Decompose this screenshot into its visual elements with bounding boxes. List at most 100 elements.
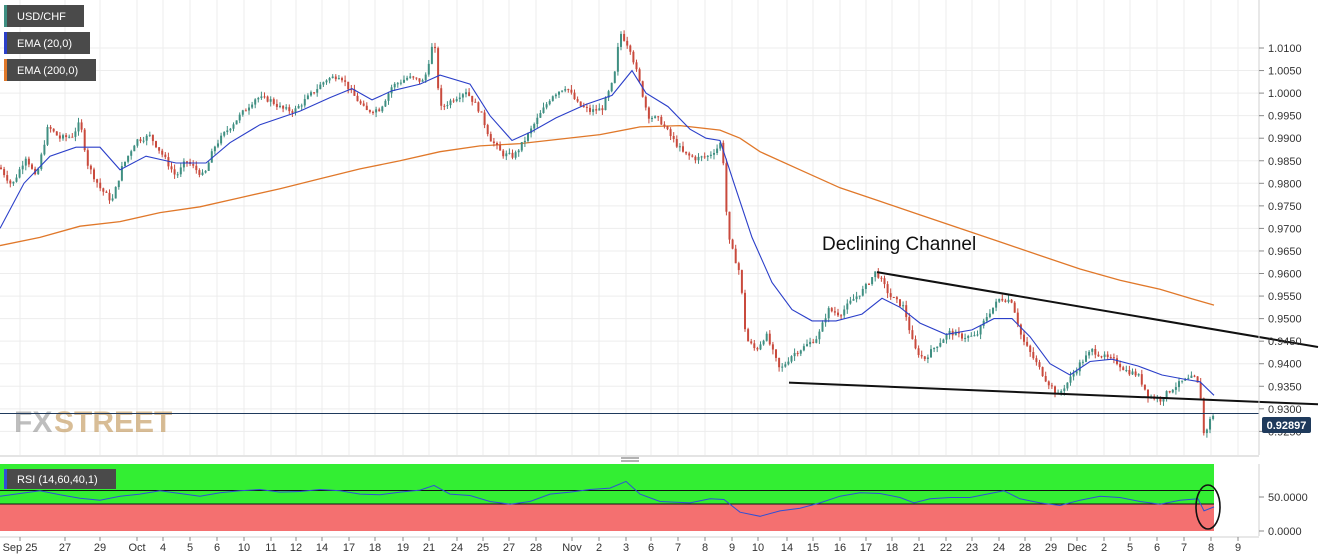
price-panel-background <box>0 0 1259 455</box>
candle-body <box>375 109 378 113</box>
x-tick-label: 15 <box>807 542 819 554</box>
rsi-highlight-circle <box>1195 484 1221 530</box>
candle-body <box>874 271 877 278</box>
candle-body <box>403 79 405 83</box>
candle-body <box>967 335 970 338</box>
candle-body <box>43 144 46 155</box>
candle-body <box>272 99 275 104</box>
candle-body <box>443 105 446 107</box>
candle-body <box>52 128 55 132</box>
candle-body <box>737 263 740 271</box>
candle-body <box>93 169 95 180</box>
candle-body <box>796 352 799 354</box>
candle-body <box>582 105 585 107</box>
candle-body <box>37 169 40 175</box>
candle-body <box>1072 373 1075 377</box>
candle-body <box>933 348 936 350</box>
candle-body <box>198 170 201 175</box>
candle-body <box>155 141 157 148</box>
candle-body <box>1010 299 1013 303</box>
candle-body <box>1134 371 1137 376</box>
candle-body <box>387 93 390 101</box>
candle-body <box>592 109 595 112</box>
candle-body <box>833 311 836 313</box>
candle-body <box>756 348 759 350</box>
candle-body <box>313 92 316 94</box>
vertical-grid <box>19 0 1239 455</box>
x-tick-label: 24 <box>993 542 1005 554</box>
candle-body <box>520 142 523 151</box>
candle-body <box>744 292 746 330</box>
candle-body <box>585 106 588 108</box>
candle-body <box>985 317 988 321</box>
candle-body <box>390 87 393 94</box>
candle-body <box>170 166 173 170</box>
x-tick-label: 7 <box>675 542 681 554</box>
x-tick-label: 2 <box>596 542 602 554</box>
candle-body <box>372 111 374 113</box>
candle-body <box>530 128 533 134</box>
candle-body <box>840 315 843 317</box>
y-tick-label: 0.9550 <box>1268 291 1302 303</box>
candle-body <box>1212 415 1215 419</box>
candle-body <box>700 156 703 158</box>
candle-body <box>911 330 914 340</box>
watermark: FX STREET <box>14 406 172 439</box>
candle-body <box>434 46 436 49</box>
x-tick-label: 28 <box>1019 542 1031 554</box>
candle-body <box>988 313 991 318</box>
legend-item-usdchf[interactable]: USD/CHF <box>4 5 84 27</box>
candle-body <box>697 156 700 161</box>
candle-body <box>136 139 139 146</box>
candle-body <box>861 288 864 296</box>
candle-body <box>809 341 812 345</box>
candle-body <box>973 335 976 337</box>
candle-body <box>381 106 384 112</box>
candle-body <box>251 104 254 108</box>
panel-resize-handle[interactable] <box>0 455 1259 462</box>
x-tick-label: 9 <box>729 542 735 554</box>
candle-body <box>858 295 861 297</box>
rsi-tick-50: 50.0000 <box>1268 492 1308 504</box>
candle-body <box>46 127 49 145</box>
candle-body <box>1109 356 1112 358</box>
candle-body <box>40 154 43 170</box>
candle-body <box>1007 299 1010 302</box>
candle-body <box>303 99 306 106</box>
candle-body <box>852 299 855 301</box>
candle-body <box>703 156 706 158</box>
candle-body <box>489 134 492 142</box>
rsi-legend[interactable]: RSI (14,60,40,1) <box>4 469 116 489</box>
candle-body <box>328 78 331 81</box>
candle-body <box>1088 351 1091 356</box>
y-tick-label: 1.0100 <box>1268 43 1302 55</box>
price-axis: 1.0100 1.0050 1.0000 0.9950 0.9900 0.9850 0.98… <box>1258 0 1302 455</box>
candle-body <box>948 330 951 335</box>
x-tick-label: 29 <box>94 542 106 554</box>
legend-item-ema20[interactable]: EMA (20,0) <box>4 32 90 54</box>
candle-body <box>669 129 672 137</box>
candle-body <box>21 165 24 170</box>
legend-item-ema200[interactable]: EMA (200,0) <box>4 59 96 81</box>
candle-body <box>533 124 536 129</box>
x-tick-label: 14 <box>781 542 793 554</box>
candle-body <box>130 151 133 156</box>
candle-body <box>120 166 123 181</box>
x-tick-label: Sep 25 <box>3 542 38 554</box>
candle-body <box>939 342 942 347</box>
candle-body <box>576 99 579 102</box>
candle-body <box>1091 348 1094 352</box>
candle-body <box>1202 398 1205 434</box>
candle-body <box>694 156 697 161</box>
candle-body <box>220 135 223 144</box>
x-tick-label: 12 <box>290 542 302 554</box>
candle-body <box>905 305 908 318</box>
candle-body <box>96 179 99 183</box>
y-tick-label: 0.9900 <box>1268 133 1302 145</box>
candle-body <box>514 152 517 158</box>
candle-body <box>89 165 92 170</box>
candle-body <box>657 116 660 118</box>
candle-body <box>1174 387 1177 390</box>
price-series-layer <box>0 30 1215 438</box>
candle-body <box>570 89 573 93</box>
